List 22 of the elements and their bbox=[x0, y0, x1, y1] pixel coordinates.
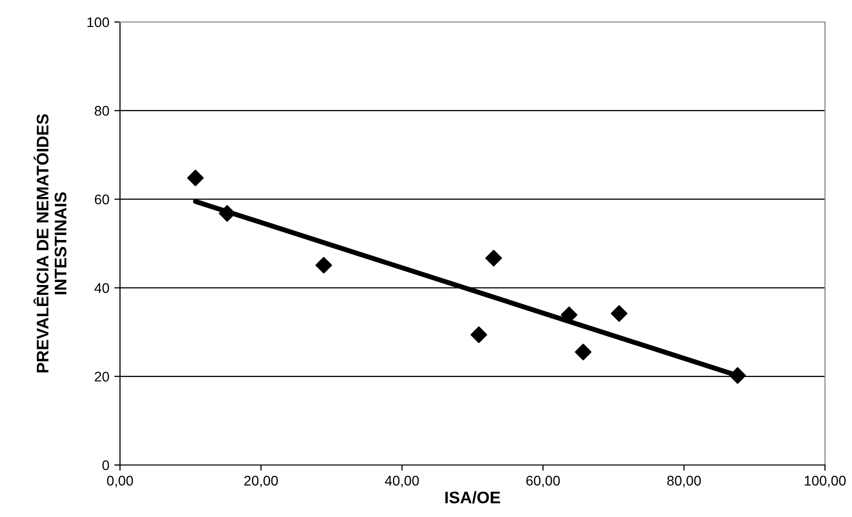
point bbox=[729, 367, 746, 384]
y-tick-label: 80 bbox=[94, 106, 110, 116]
point bbox=[315, 256, 332, 274]
x-tick-label: 40,00 bbox=[384, 476, 419, 488]
x-tick-label: 80,00 bbox=[667, 476, 701, 488]
y-tick-label: 100 bbox=[87, 17, 110, 28]
point bbox=[218, 205, 236, 222]
x-tick-label: 20,00 bbox=[244, 476, 278, 488]
y-tick-label: 60 bbox=[94, 194, 110, 204]
y-tick-label: 0 bbox=[102, 460, 110, 470]
point bbox=[574, 344, 592, 360]
x-tick-label: 0,00 bbox=[107, 476, 133, 488]
x-tick-label: 100,00 bbox=[804, 476, 846, 488]
y-axis-title: PREVALÊNCIA DE NEMATÓIDES INTESTINAIS bbox=[33, 114, 66, 372]
point bbox=[187, 170, 204, 186]
x-tick-label: 60,00 bbox=[526, 476, 560, 488]
point bbox=[470, 326, 488, 344]
y-tick-label: 20 bbox=[94, 372, 110, 382]
y-tick-label: 40 bbox=[94, 283, 110, 293]
point bbox=[485, 250, 502, 266]
point bbox=[610, 305, 628, 322]
x-axis-title: ISA/OE bbox=[445, 491, 500, 504]
